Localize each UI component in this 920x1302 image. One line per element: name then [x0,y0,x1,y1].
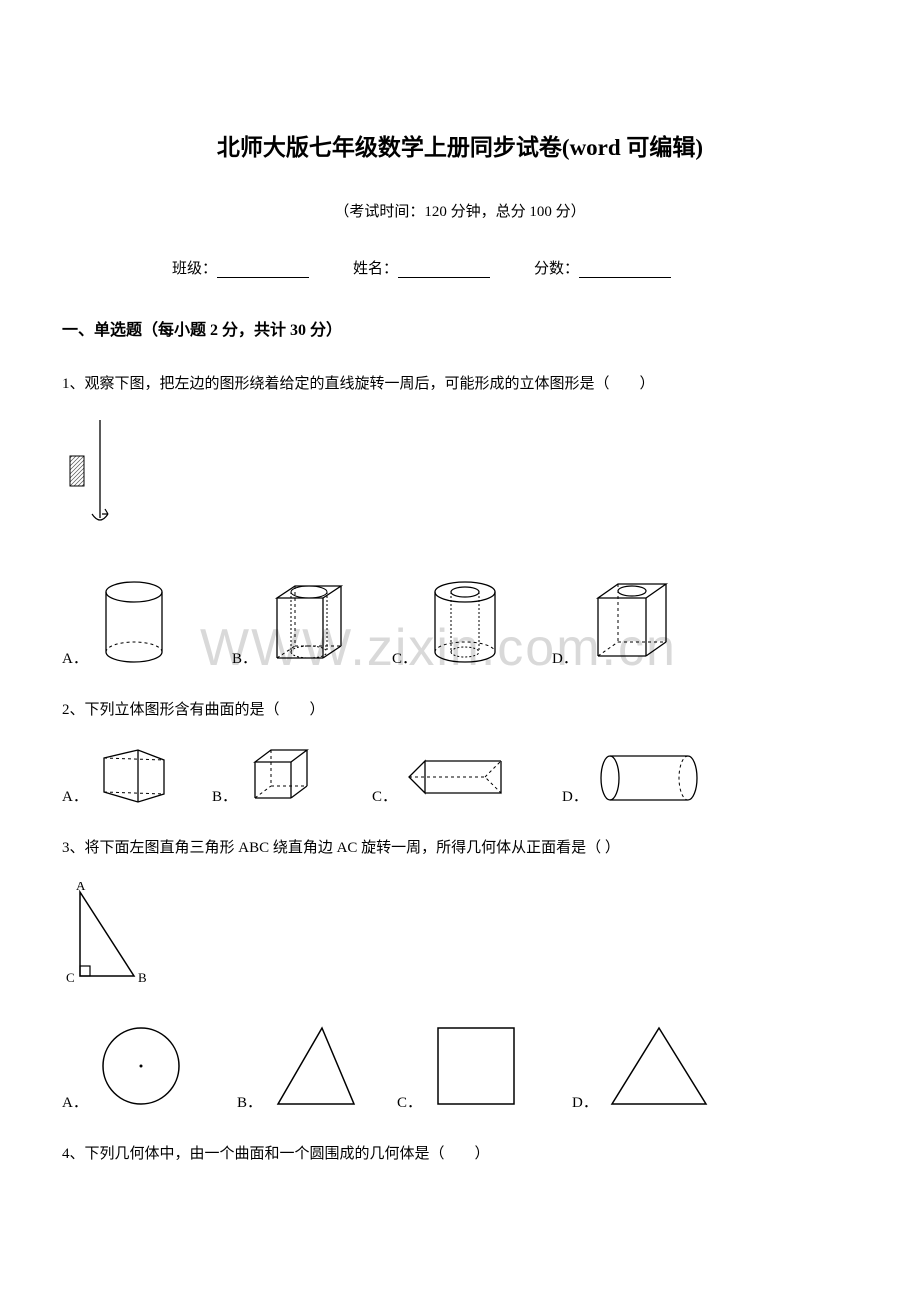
cylinder-icon [94,578,174,668]
header-fields: 班级： 姓名： 分数： [62,257,858,278]
square-shape-icon [428,1022,523,1112]
class-field: 班级： [172,257,309,278]
option-label: A． [62,785,88,806]
page-title: 北师大版七年级数学上册同步试卷(word 可编辑) [62,128,858,162]
q3-given-figure: A C B [62,882,858,992]
question-2: 2、下列立体图形含有曲面的是（ ） [62,698,858,722]
option-label: C． [372,785,397,806]
option-label: B． [232,647,257,668]
hollow-cylinder-icon [423,578,508,668]
prism-hollow-icon [584,578,679,668]
q2-options: A． B． C． [62,744,858,806]
option-label: D． [562,785,588,806]
svg-text:A: A [76,882,86,893]
option-label: C． [397,1091,422,1112]
scalene-triangle-icon [268,1022,363,1112]
pentagonal-prism-icon [403,751,513,806]
triangular-prism-icon [94,744,174,806]
option-label: B． [237,1091,262,1112]
isoceles-triangle-icon [604,1022,714,1112]
question-4: 4、下列几何体中，由一个曲面和一个圆围成的几何体是（ ） [62,1142,858,1166]
option-label: C． [392,647,417,668]
horizontal-cylinder-icon [594,751,704,806]
option-label: D． [572,1091,598,1112]
q1-given-figure [62,418,858,538]
option-label: B． [212,785,237,806]
option-label: D． [552,647,578,668]
question-3: 3、将下面左图直角三角形 ABC 绕直角边 AC 旋转一周，所得几何体从正面看是… [62,836,858,860]
circle-shape-icon [94,1022,189,1112]
right-triangle-icon: A C B [62,882,152,992]
svg-text:B: B [138,970,147,985]
q3-options: A． B． C． D． [62,1022,858,1112]
svg-text:C: C [66,970,75,985]
section-heading: 一、单选题（每小题 2 分，共计 30 分） [62,316,858,340]
score-field: 分数： [534,257,671,278]
exam-info: （考试时间：120 分钟，总分 100 分） [62,200,858,221]
option-label: A． [62,647,88,668]
square-prism-cylinder-icon [263,578,353,668]
q1-options: A． B． C． [62,578,858,668]
cube-icon [243,744,323,806]
option-label: A． [62,1091,88,1112]
question-1: 1、观察下图，把左边的图形绕着给定的直线旋转一周后，可能形成的立体图形是（ ） [62,372,858,396]
name-field: 姓名： [353,257,490,278]
rotation-figure-icon [62,418,142,538]
